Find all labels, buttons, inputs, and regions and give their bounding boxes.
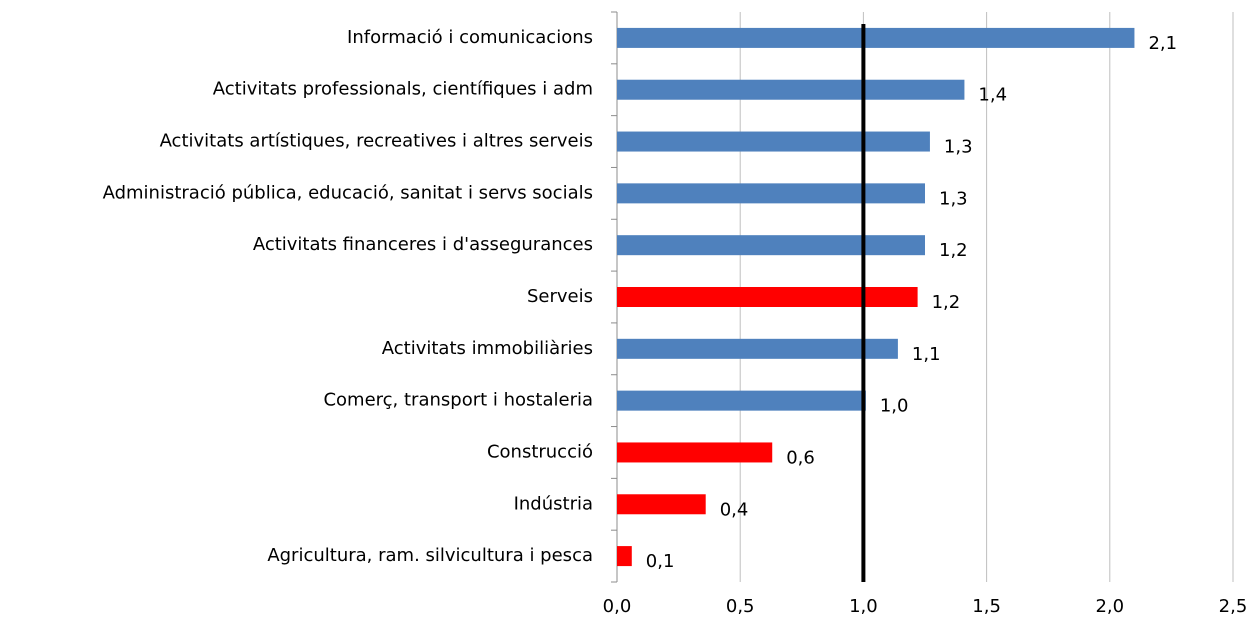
bar: [617, 183, 925, 204]
y-tick-label: Serveis: [527, 286, 593, 307]
bar: [617, 338, 898, 359]
bar: [617, 390, 866, 411]
x-tick-label: 0,5: [726, 596, 755, 617]
y-tick-label: Activitats professionals, científiques i…: [213, 79, 593, 100]
x-tick-label: 1,5: [972, 596, 1001, 617]
data-label: 0,4: [720, 499, 749, 520]
bar: [617, 442, 773, 463]
data-label: 1,0: [880, 396, 909, 417]
data-label: 1,4: [978, 85, 1007, 106]
bar: [617, 79, 965, 100]
x-tick-label: 2,0: [1095, 596, 1124, 617]
y-tick-label: Indústria: [514, 493, 593, 514]
bar: [617, 287, 918, 307]
y-tick-label: Construcció: [487, 441, 593, 462]
y-tick-label: Administració pública, educació, sanitat…: [103, 182, 593, 203]
bar: [617, 235, 925, 256]
x-tick-label: 1,0: [849, 596, 878, 617]
y-tick-label: Activitats artístiques, recreatives i al…: [160, 131, 593, 152]
data-label: 0,1: [646, 551, 675, 572]
data-label: 0,6: [786, 447, 815, 468]
y-tick-label: Comerç, transport i hostaleria: [323, 390, 593, 411]
data-label: 1,1: [912, 344, 941, 365]
data-label: 1,3: [944, 137, 973, 158]
y-tick-label: Activitats financeres i d'assegurances: [253, 234, 593, 255]
y-tick-label: Activitats immobiliàries: [382, 338, 593, 359]
y-tick-label: Agricultura, ram. silvicultura i pesca: [267, 545, 593, 566]
data-label: 1,3: [939, 188, 968, 209]
x-tick-label: 2,5: [1219, 596, 1248, 617]
y-tick-label: Informació i comunicacions: [347, 27, 593, 48]
x-tick-label: 0,0: [603, 596, 632, 617]
bar: [617, 546, 632, 567]
bar: [617, 131, 930, 152]
data-label: 1,2: [939, 240, 968, 261]
bar: [617, 27, 1135, 48]
bar: [617, 494, 706, 515]
data-label: 1,2: [932, 292, 961, 313]
data-label: 2,1: [1148, 33, 1177, 54]
